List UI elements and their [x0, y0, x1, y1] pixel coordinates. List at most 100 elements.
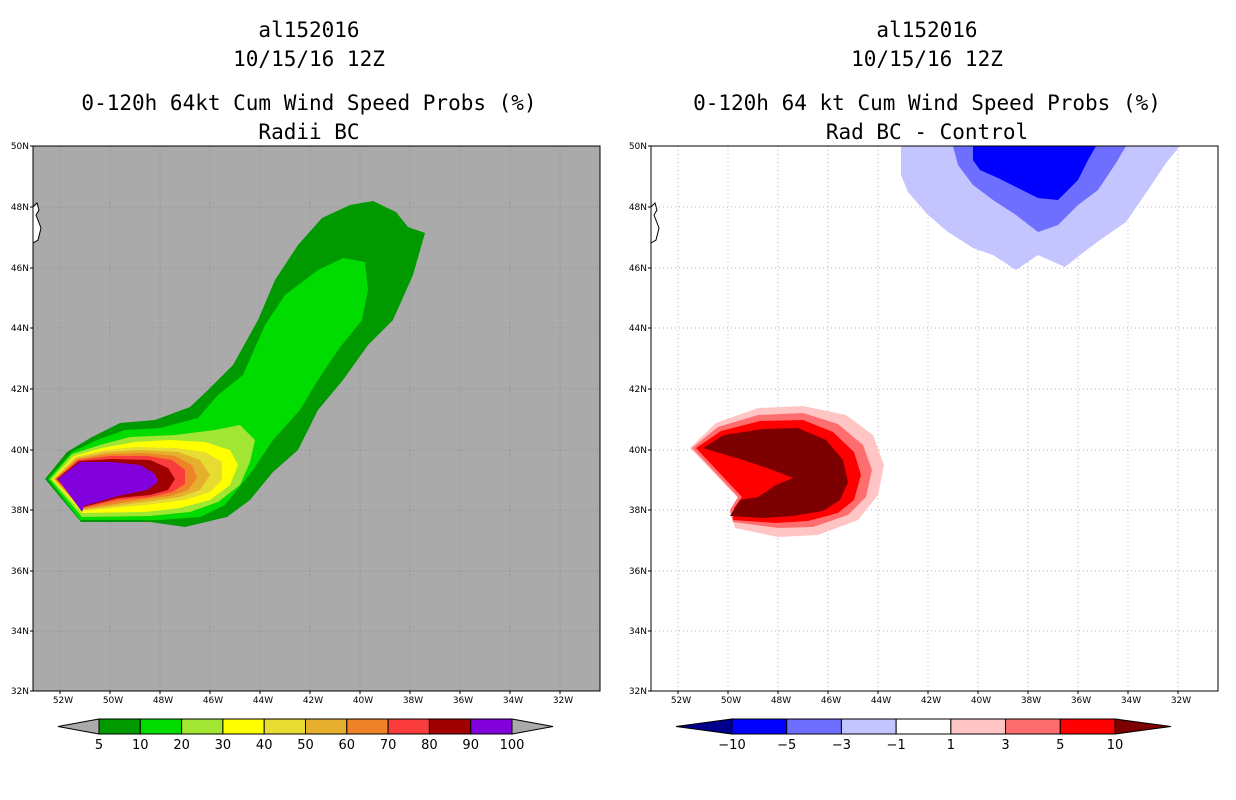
colorbar-swatch	[950, 718, 1007, 735]
colorbar-label: 20	[173, 738, 190, 753]
lon-label: 36W	[453, 696, 473, 706]
lat-label: 32N	[629, 687, 647, 697]
lat-label: 50N	[11, 142, 29, 152]
lat-label: 38N	[11, 506, 29, 516]
colorbar-end-right	[1114, 718, 1172, 735]
colorbar-swatch	[1005, 718, 1061, 735]
axis-ticks: 50N 48N 46N 44N 42N 40N 38N 36N 34N 32N 52W 50W 48W 4…	[11, 142, 573, 706]
colorbar-label: 80	[421, 738, 438, 753]
diff-contour-neg5	[973, 146, 1096, 200]
colorbar-swatch	[181, 718, 224, 735]
colorbar-swatch	[731, 718, 788, 735]
lon-label: 38W	[1021, 696, 1041, 706]
lon-label: 34W	[503, 696, 523, 706]
product-title: 0-120h 64kt Cum Wind Speed Probs (%)	[81, 91, 537, 115]
panel-subtitle: Rad BC - Control	[825, 120, 1029, 144]
lon-label: 50W	[103, 696, 123, 706]
colorbar-label: −3	[832, 738, 851, 753]
lon-label: 44W	[871, 696, 891, 706]
map-frame	[32, 145, 601, 692]
colorbar-label: 5	[95, 738, 103, 753]
lat-label: 40N	[11, 446, 29, 456]
colorbar-swatch	[1059, 718, 1116, 735]
lat-label: 34N	[11, 627, 29, 637]
colorbar-swatch	[470, 718, 513, 735]
axis-ticks: 50N 48N 46N 44N 42N 40N 38N 36N 34N 32N 52W 50W 48W 4…	[629, 142, 1191, 706]
colorbar-label: 40	[256, 738, 273, 753]
diff-contour-pos10	[703, 428, 848, 518]
colorbar-label: 90	[462, 738, 479, 753]
lat-label: 42N	[11, 385, 29, 395]
lat-label: 32N	[11, 687, 29, 697]
colorbar-label: 50	[297, 738, 314, 753]
colorbar-swatch	[387, 718, 430, 735]
forecast-datetime: 10/15/16 12Z	[851, 47, 1003, 71]
lat-label: 36N	[629, 567, 647, 577]
left-panel: al152016 10/15/16 12Z 0-120h 64kt Cum Wi…	[11, 18, 601, 753]
lon-label: 44W	[253, 696, 273, 706]
storm-id: al152016	[876, 18, 978, 42]
colorbar-swatch	[428, 718, 472, 735]
colorbar-label: −10	[718, 738, 745, 753]
colorbar-swatch	[895, 718, 952, 735]
lat-label: 44N	[11, 324, 29, 334]
right-map-svg: 50N 48N 46N 44N 42N 40N 38N 36N 34N 32N 52W 50W 48W 4…	[629, 142, 1219, 753]
product-title: 0-120h 64 kt Cum Wind Speed Probs (%)	[693, 91, 1161, 115]
lon-label: 40W	[971, 696, 991, 706]
colorbar-label: 100	[500, 738, 525, 753]
lat-label: 34N	[629, 627, 647, 637]
lon-label: 48W	[771, 696, 791, 706]
colorbar-swatch	[786, 718, 842, 735]
prob-contour-90	[58, 462, 158, 512]
lon-label: 52W	[53, 696, 73, 706]
colorbar-swatch	[840, 718, 897, 735]
colorbar: −10 −5 −3 −1 1 3 5 10	[675, 718, 1172, 753]
lat-label: 38N	[629, 506, 647, 516]
colorbar-label: −5	[777, 738, 796, 753]
lat-label: 46N	[11, 264, 29, 274]
colorbar-swatch	[222, 718, 265, 735]
lon-label: 46W	[203, 696, 223, 706]
lon-label: 46W	[821, 696, 841, 706]
colorbar-end-left	[675, 718, 733, 735]
storm-id: al152016	[258, 18, 360, 42]
coastline	[650, 202, 660, 244]
lon-label: 32W	[553, 696, 573, 706]
colorbar: 5 10 20 30 40 50 60 70 80 90 100	[57, 718, 554, 753]
lon-label: 32W	[1171, 696, 1191, 706]
colorbar-swatch	[305, 718, 348, 735]
lon-label: 48W	[153, 696, 173, 706]
colorbar-swatch	[346, 718, 389, 735]
right-panel: al152016 10/15/16 12Z 0-120h 64 kt Cum W…	[618, 0, 1236, 800]
colorbar-end-right	[511, 718, 554, 735]
colorbar-label: −1	[887, 738, 906, 753]
colorbar-swatch	[263, 718, 307, 735]
colorbar-end-left	[57, 718, 100, 735]
colorbar-label: 10	[132, 738, 149, 753]
colorbar-label: 3	[1001, 738, 1009, 753]
lat-label: 48N	[11, 203, 29, 213]
lon-label: 38W	[403, 696, 423, 706]
lat-label: 50N	[629, 142, 647, 152]
lat-label: 40N	[629, 446, 647, 456]
lon-label: 34W	[1121, 696, 1141, 706]
lat-label: 36N	[11, 567, 29, 577]
map-frame	[650, 145, 1219, 692]
lat-label: 46N	[629, 264, 647, 274]
lon-label: 42W	[303, 696, 323, 706]
lon-label: 50W	[721, 696, 741, 706]
lon-label: 36W	[1071, 696, 1091, 706]
colorbar-swatch	[98, 718, 141, 735]
colorbar-label: 30	[215, 738, 232, 753]
forecast-datetime: 10/15/16 12Z	[233, 47, 385, 71]
coastline	[32, 202, 42, 244]
colorbar-label: 70	[380, 738, 397, 753]
left-map-svg: 50N 48N 46N 44N 42N 40N 38N 36N 34N 32N 52W 50W 48W 4…	[11, 142, 601, 753]
lat-label: 44N	[629, 324, 647, 334]
panel-subtitle: Radii BC	[258, 120, 360, 144]
colorbar-swatch	[139, 718, 183, 735]
lon-label: 40W	[353, 696, 373, 706]
colorbar-label: 60	[339, 738, 356, 753]
colorbar-label: 1	[947, 738, 955, 753]
lat-label: 48N	[629, 203, 647, 213]
